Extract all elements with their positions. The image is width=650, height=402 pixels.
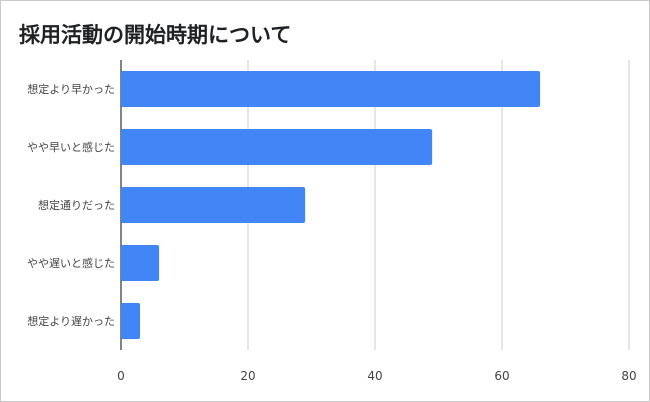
bar bbox=[121, 303, 141, 339]
category-label: 想定通りだった bbox=[38, 198, 115, 212]
category-label: やや遅いと感じた bbox=[27, 257, 115, 270]
chart-title: 採用活動の開始時期について bbox=[19, 23, 292, 47]
bar bbox=[121, 71, 541, 107]
bar bbox=[121, 245, 160, 281]
x-tick-label: 60 bbox=[494, 369, 509, 383]
bar bbox=[121, 187, 306, 223]
bar bbox=[121, 129, 433, 165]
x-tick-label: 0 bbox=[117, 369, 125, 383]
x-tick-labels: 0 20 40 60 80 bbox=[117, 369, 636, 383]
bars bbox=[121, 71, 541, 339]
x-tick-label: 40 bbox=[367, 369, 382, 383]
category-label: やや早いと感じた bbox=[27, 141, 115, 154]
x-tick-label: 80 bbox=[621, 369, 636, 383]
category-label: 想定より遅かった bbox=[27, 314, 115, 328]
x-tick-label: 20 bbox=[240, 369, 255, 383]
category-label: 想定より早かった bbox=[27, 82, 115, 96]
